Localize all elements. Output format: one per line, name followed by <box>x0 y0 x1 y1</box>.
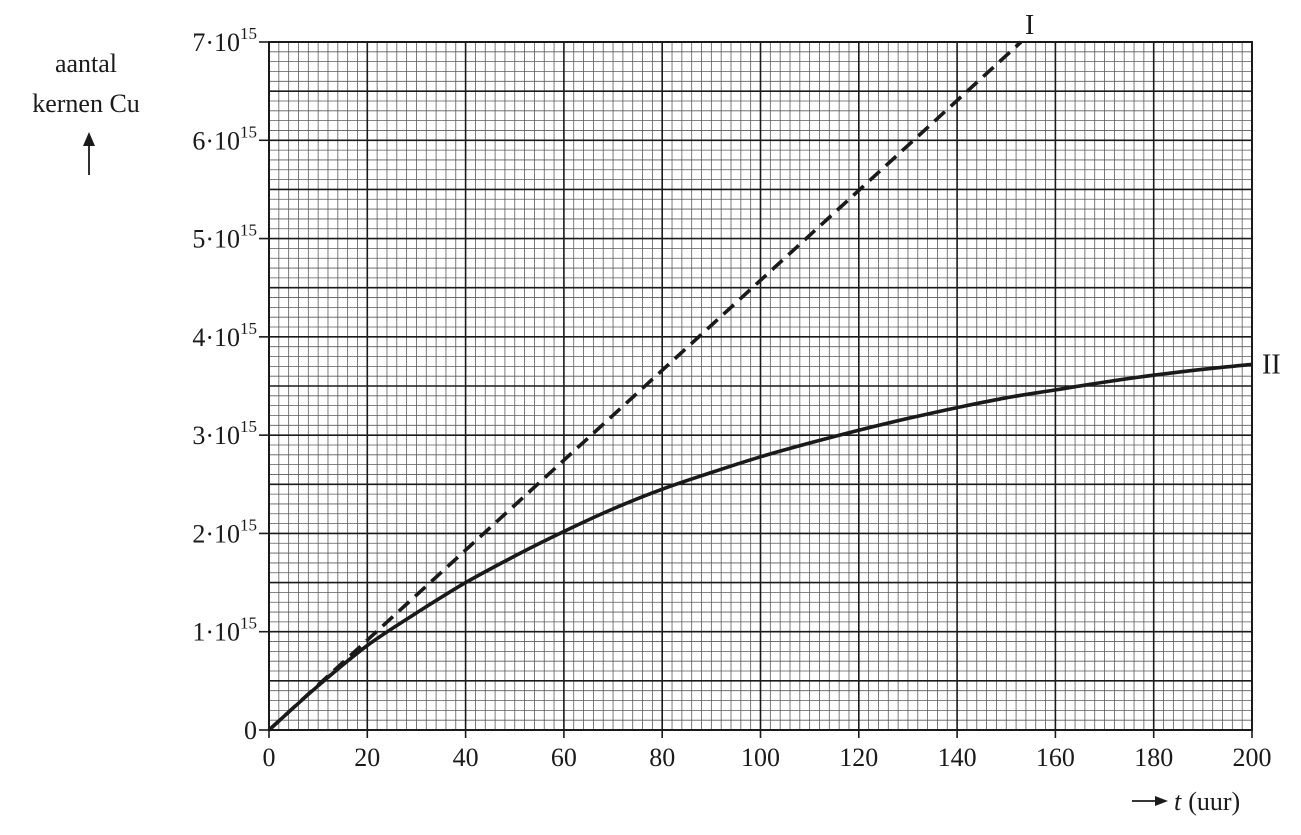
tick-labels: 0 20 40 60 80 100 120 140 160 180 200 0 1·1015 2·1015… <box>192 24 1271 772</box>
axis-decorations: t (uur) <box>83 132 1240 816</box>
x-tick-label: 100 <box>741 743 780 772</box>
y-tick-label: 7·1015 <box>192 24 257 57</box>
series-label-ii: II <box>1262 349 1281 380</box>
y-tick-exponent: 15 <box>240 319 257 338</box>
y-axis-arrowhead <box>83 132 95 146</box>
y-tick-label: 1·1015 <box>192 614 257 647</box>
x-tick-label: 140 <box>938 743 977 772</box>
series-line-i <box>267 40 1023 732</box>
x-tick-label: 20 <box>354 743 380 772</box>
y-tick-exponent: 15 <box>240 515 257 534</box>
y-tick-label: 0 <box>244 716 257 745</box>
x-tick-label: 120 <box>839 743 878 772</box>
x-axis-title: t (uur) <box>1174 787 1240 816</box>
y-tick-label: 2·1015 <box>192 515 257 548</box>
y-tick-exponent: 15 <box>240 221 257 240</box>
x-axis-arrowhead <box>1155 796 1168 806</box>
series-group <box>267 40 1253 732</box>
y-axis-title-line2: kernen Cu <box>32 89 140 118</box>
y-axis-title-line1: aantal <box>54 49 118 78</box>
y-tick-exponent: 15 <box>240 122 257 141</box>
series-labels: III <box>1025 10 1281 380</box>
series-label-i: I <box>1025 10 1034 41</box>
y-tick-label: 3·1015 <box>192 417 257 450</box>
x-tick-label: 160 <box>1036 743 1075 772</box>
x-tick-label: 200 <box>1233 743 1272 772</box>
x-tick-label: 80 <box>649 743 675 772</box>
x-axis-unit: (uur) <box>1188 787 1240 816</box>
y-tick-exponent: 15 <box>240 614 257 633</box>
x-tick-label: 0 <box>263 743 276 772</box>
x-tick-label: 180 <box>1134 743 1173 772</box>
x-tick-label: 40 <box>453 743 479 772</box>
y-tick-label: 4·1015 <box>192 319 257 352</box>
series-line-ii <box>267 362 1253 732</box>
x-axis-variable: t <box>1174 787 1182 816</box>
y-tick-exponent: 15 <box>240 24 257 43</box>
y-tick-label: 6·1015 <box>192 122 257 155</box>
x-tick-label: 60 <box>551 743 577 772</box>
y-tick-exponent: 15 <box>240 417 257 436</box>
y-tick-label: 5·1015 <box>192 221 257 254</box>
